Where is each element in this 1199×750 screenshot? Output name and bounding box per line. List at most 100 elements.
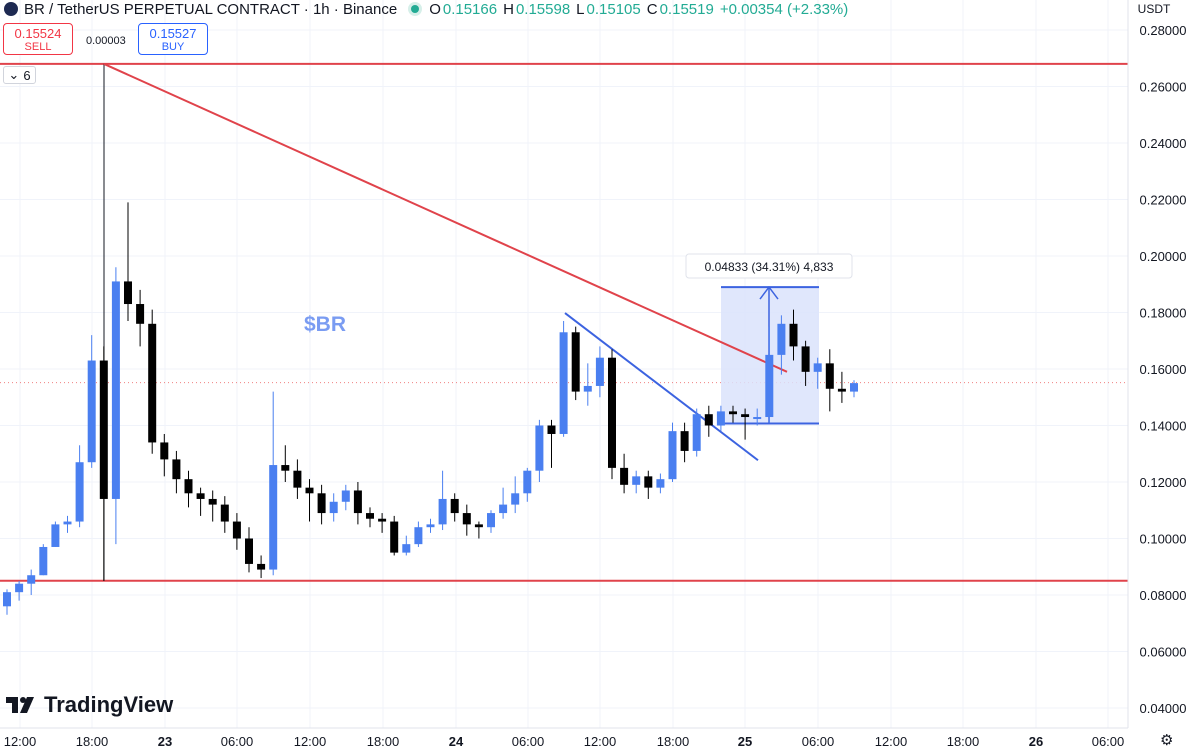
y-tick-label: 0.04000 — [1140, 701, 1187, 716]
y-tick-label: 0.08000 — [1140, 588, 1187, 603]
y-tick-label: 0.28000 — [1140, 23, 1187, 38]
candle-body — [462, 513, 471, 525]
sell-button[interactable]: 0.15524 SELL — [3, 23, 73, 55]
candle-body — [656, 479, 665, 488]
candle-body — [329, 501, 338, 514]
pattern-trendline — [564, 312, 759, 462]
candle-body — [99, 360, 108, 499]
candle-body — [474, 524, 483, 528]
y-tick-label: 0.10000 — [1140, 532, 1187, 547]
horizontal-levels: 0.267990.085040.1551947:50 — [0, 54, 1194, 590]
y-tick-label: 0.18000 — [1140, 306, 1187, 321]
y-tick-label: 0.24000 — [1140, 136, 1187, 151]
tradingview-logo-icon — [6, 697, 34, 713]
candle-body — [583, 385, 592, 392]
y-tick-label: 0.14000 — [1140, 419, 1187, 434]
y-tick-label: 0.16000 — [1140, 362, 1187, 377]
candle-body — [257, 563, 266, 570]
symbol-header: BR / TetherUS PERPETUAL CONTRACT · 1h · … — [0, 0, 848, 18]
candle-body — [692, 414, 701, 451]
candle-body — [15, 583, 24, 593]
candle-body — [269, 465, 278, 570]
candle-body — [789, 323, 798, 347]
price-range-arrow-head — [759, 285, 779, 300]
candle-body — [680, 431, 689, 451]
high-value: 0.15598 — [515, 0, 571, 18]
resistance-trendline — [103, 63, 788, 373]
high-label: H — [503, 0, 514, 18]
gear-icon[interactable]: ⚙ — [1160, 732, 1174, 749]
x-tick-label: 25 — [738, 734, 752, 749]
x-tick-label: 12:00 — [875, 734, 908, 749]
candle-body — [366, 513, 374, 519]
candle-body — [51, 524, 60, 547]
logo-text: TradingView — [44, 692, 174, 717]
time-axis: 12:00 18:00 23 06:00 12:00 18:00 24 06:00 12:00 1… — [4, 734, 1125, 749]
indicators-toggle[interactable]: ⌄ 6 — [3, 66, 36, 84]
price-axis-bg — [1128, 0, 1199, 750]
x-tick-label: 12:00 — [294, 734, 327, 749]
candle-body — [245, 538, 253, 564]
chevron-down-icon: ⌄ — [8, 67, 20, 82]
candle-body — [704, 414, 713, 426]
candle-body — [511, 493, 520, 505]
candle-body — [668, 431, 677, 480]
sell-label: SELL — [24, 41, 52, 53]
candle-body — [837, 388, 846, 392]
candle-body — [813, 363, 822, 372]
x-tick-label: 06:00 — [1092, 734, 1125, 749]
y-tick-label: 0.20000 — [1140, 249, 1187, 264]
candle-body — [63, 521, 72, 525]
x-tick-label: 06:00 — [802, 734, 835, 749]
candle-body — [559, 332, 568, 434]
candle-body — [317, 493, 326, 514]
close-label: C — [646, 0, 658, 18]
candle-body — [426, 524, 435, 528]
x-tick-label: 18:00 — [367, 734, 400, 749]
sell-price: 0.15524 — [14, 26, 62, 41]
candle-body — [753, 417, 762, 420]
y-tick-label: 0.26000 — [1140, 80, 1187, 95]
candle-body — [547, 425, 556, 434]
x-tick-label: 12:00 — [4, 734, 37, 749]
candle-body — [160, 442, 169, 460]
low-label: L — [576, 0, 585, 18]
candle-body — [208, 498, 217, 505]
candle-body — [196, 493, 205, 499]
candle-body — [172, 459, 181, 480]
x-tick-label: 06:00 — [221, 734, 254, 749]
candle-body — [353, 490, 362, 514]
buy-price: 0.15527 — [149, 26, 197, 41]
candle-body — [402, 544, 411, 553]
symbol-title[interactable]: BR / TetherUS PERPETUAL CONTRACT · 1h · … — [24, 0, 398, 18]
buy-button[interactable]: 0.15527 BUY — [138, 23, 208, 55]
price-range-tooltip — [685, 253, 853, 279]
x-tick-label: 18:00 — [76, 734, 109, 749]
candle-body — [801, 346, 810, 372]
candle-body — [414, 527, 423, 545]
candle-body — [390, 521, 399, 553]
candle-body — [850, 383, 858, 392]
candle-body — [27, 575, 36, 584]
currency-selector[interactable]: USDT — [1137, 2, 1171, 16]
open-value: 0.15166 — [442, 0, 498, 18]
x-tick-label: 18:00 — [947, 734, 980, 749]
candle-body — [220, 504, 229, 522]
x-tick-label: 18:00 — [657, 734, 690, 749]
candle-body — [716, 411, 725, 426]
symbol-logo-icon — [4, 2, 18, 16]
annotation-text: $BR — [304, 313, 346, 336]
y-tick-label: 0.22000 — [1140, 193, 1187, 208]
candle-body — [184, 479, 193, 494]
candle-body — [438, 498, 447, 525]
spread-value: 0.00003 — [86, 35, 126, 47]
x-tick-label: 24 — [449, 734, 464, 749]
candle-body — [729, 411, 737, 415]
tradingview-logo[interactable]: TradingView — [6, 692, 173, 718]
candle-body — [378, 518, 387, 522]
candles — [3, 202, 858, 615]
candle-body — [124, 281, 132, 305]
candle-body — [111, 281, 120, 499]
